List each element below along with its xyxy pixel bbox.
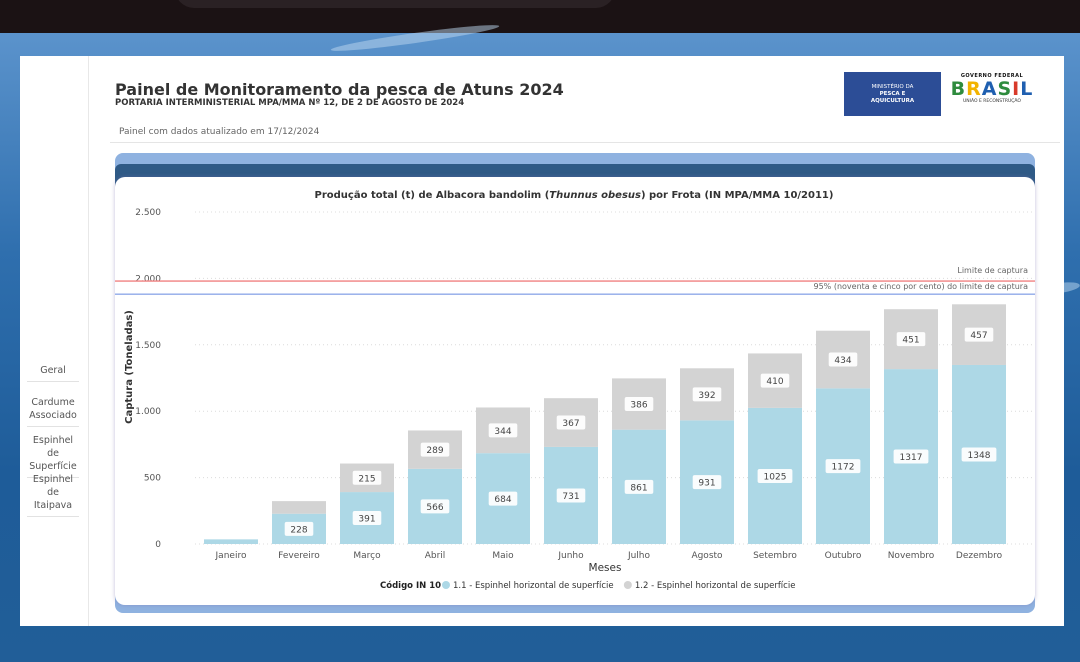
data-label-box	[760, 373, 790, 388]
x-tick-label: Abril	[425, 551, 446, 561]
y-axis-label: Captura (Toneladas)	[124, 310, 135, 424]
x-tick-label: Outubro	[825, 551, 862, 561]
data-label: 289	[426, 446, 443, 456]
data-label-box	[284, 521, 314, 536]
ministry-logo: MINISTÉRIO DA PESCA E AQUICULTURA	[844, 72, 941, 116]
data-label-box	[893, 449, 929, 464]
x-tick-label: Julho	[627, 551, 651, 561]
data-label-box	[488, 491, 518, 506]
data-label: 228	[290, 525, 307, 535]
legend-swatch	[623, 581, 632, 589]
data-label-box	[825, 459, 861, 474]
data-label: 1348	[968, 451, 991, 461]
data-label: 566	[426, 503, 443, 513]
data-label: 1172	[832, 463, 855, 473]
data-label-box	[624, 479, 654, 494]
data-label: 434	[834, 356, 851, 366]
data-label-box	[896, 332, 926, 347]
data-label-box	[556, 415, 586, 430]
reference-line-label: Limite de captura	[957, 266, 1028, 275]
data-label-box	[352, 511, 382, 526]
side-navigation: Geral Cardume Associado Espinhel de Supe…	[20, 56, 89, 626]
data-label: 392	[698, 391, 715, 401]
x-tick-label: Novembro	[888, 551, 935, 561]
data-label-box	[352, 470, 382, 485]
x-tick-label: Maio	[492, 551, 514, 561]
x-tick-label: Dezembro	[956, 551, 1003, 561]
data-label-box	[488, 423, 518, 438]
update-notice: Painel com dados atualizado em 17/12/202…	[119, 127, 320, 137]
nav-item-espinhel-superficie[interactable]: Espinhel de Superfície	[27, 434, 79, 478]
chart-title: Produção total (t) de Albacora bandolim …	[315, 190, 834, 201]
device-notch	[175, 0, 615, 8]
data-label: 457	[970, 331, 987, 341]
data-label: 451	[902, 336, 919, 346]
page-title: Painel de Monitoramento da pesca de Atun…	[115, 80, 564, 99]
x-tick-label: Setembro	[753, 551, 797, 561]
legend-entry: 1.2 - Espinhel horizontal de superfície	[635, 581, 796, 591]
nav-item-cardume-associado[interactable]: Cardume Associado	[27, 396, 79, 427]
legend-swatch	[442, 581, 450, 589]
data-label-box	[420, 499, 450, 514]
data-label: 731	[562, 492, 579, 502]
x-tick-label: Junho	[557, 551, 584, 561]
chart-card: Produção total (t) de Albacora bandolim …	[115, 177, 1035, 605]
y-tick-label: 2.000	[135, 274, 161, 284]
data-label: 1317	[900, 453, 923, 463]
y-tick-label: 2.500	[135, 208, 161, 218]
data-label-box	[556, 488, 586, 503]
data-label: 861	[630, 483, 647, 493]
data-label: 684	[494, 495, 511, 505]
data-label: 931	[698, 479, 715, 489]
data-label-box	[757, 468, 793, 483]
data-label-box	[420, 442, 450, 457]
page-subtitle: PORTARIA INTERMINISTERIAL MPA/MMA Nº 12,…	[115, 98, 465, 108]
bar-chart: Produção total (t) de Albacora bandolim …	[115, 190, 1035, 591]
data-label-box	[624, 397, 654, 412]
x-tick-label: Janeiro	[215, 551, 247, 561]
data-label: 1025	[764, 472, 787, 482]
y-tick-label: 1.500	[135, 341, 161, 351]
x-tick-label: Março	[353, 551, 381, 561]
x-axis-label: Meses	[589, 562, 622, 574]
legend-title: Código IN 10	[380, 580, 441, 591]
header-divider	[110, 142, 1060, 143]
data-label: 386	[630, 401, 647, 411]
legend-entry: 1.1 - Espinhel horizontal de superfície	[453, 581, 614, 591]
reference-line-label: 95% (noventa e cinco por cento) do limit…	[814, 282, 1029, 291]
government-logo: GOVERNO FEDERAL BRASIL UNIÃO E RECONSTRU…	[948, 73, 1036, 115]
data-label: 344	[494, 427, 511, 437]
y-tick-label: 0	[155, 540, 161, 550]
nav-item-geral[interactable]: Geral	[27, 364, 79, 382]
data-label: 410	[766, 377, 783, 387]
bar-segment	[272, 501, 326, 514]
data-label-box	[961, 447, 997, 462]
bar-segment	[204, 539, 258, 544]
data-label-box	[692, 475, 722, 490]
data-label: 391	[358, 515, 375, 525]
data-label-box	[692, 387, 722, 402]
data-label-box	[964, 327, 994, 342]
dashboard-page: Geral Cardume Associado Espinhel de Supe…	[20, 56, 1064, 626]
y-tick-label: 500	[144, 474, 161, 484]
y-tick-label: 1.000	[135, 407, 161, 417]
nav-item-espinhel-itaipava[interactable]: Espinhel de Itaipava	[27, 473, 79, 517]
data-label-box	[828, 352, 858, 367]
data-label: 367	[562, 419, 579, 429]
government-logo-word: BRASIL	[950, 78, 1034, 100]
x-tick-label: Agosto	[691, 551, 723, 561]
x-tick-label: Fevereiro	[278, 551, 320, 561]
data-label: 215	[358, 474, 375, 484]
